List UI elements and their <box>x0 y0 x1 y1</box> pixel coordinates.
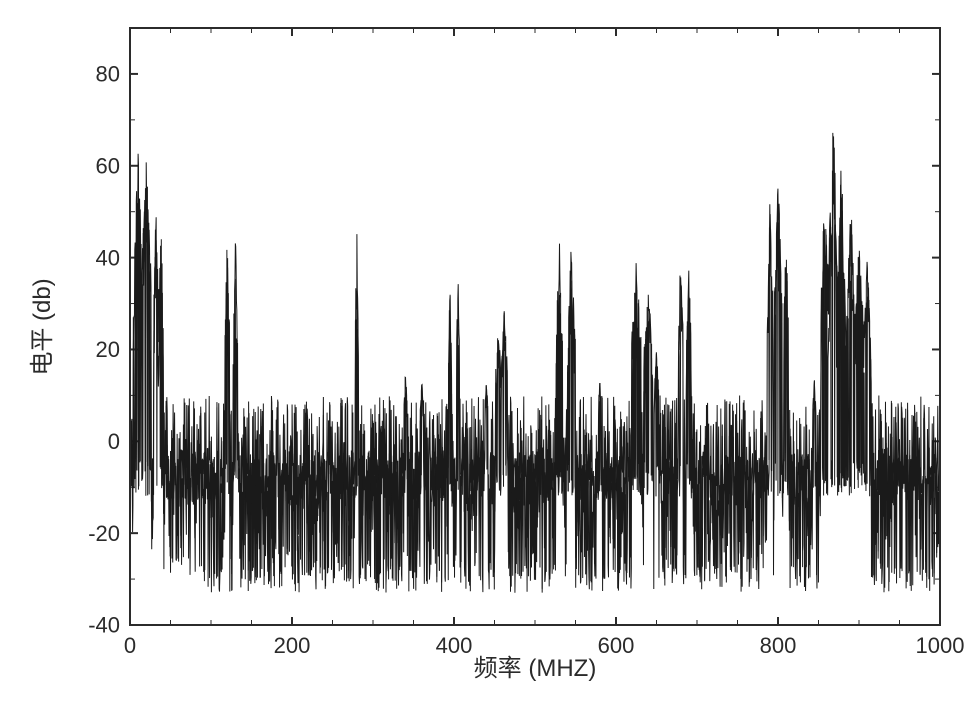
svg-text:-20: -20 <box>88 521 120 546</box>
x-axis-label-text: 频率 (MHZ) <box>474 655 597 682</box>
svg-text:-40: -40 <box>88 613 120 638</box>
svg-text:200: 200 <box>274 633 311 658</box>
y-axis-title: 电平 (db) <box>22 278 57 375</box>
plot-canvas: 0 200 400 600 800 1000 -40 -20 0 20 40 60 80 <box>0 0 969 710</box>
svg-text:800: 800 <box>760 633 797 658</box>
svg-text:80: 80 <box>96 62 120 87</box>
svg-text:400: 400 <box>436 633 473 658</box>
x-axis-title: 频率 (MHZ) <box>474 648 597 683</box>
svg-text:40: 40 <box>96 245 120 270</box>
svg-text:20: 20 <box>96 337 120 362</box>
svg-text:600: 600 <box>598 633 635 658</box>
svg-text:0: 0 <box>124 633 136 658</box>
svg-text:1000: 1000 <box>916 633 965 658</box>
svg-text:0: 0 <box>108 429 120 454</box>
svg-text:60: 60 <box>96 153 120 178</box>
y-axis-label-text: 电平 (db) <box>29 278 56 375</box>
spectrum-chart: 0 200 400 600 800 1000 -40 -20 0 20 40 60 80 电平 (db)… <box>0 0 969 710</box>
